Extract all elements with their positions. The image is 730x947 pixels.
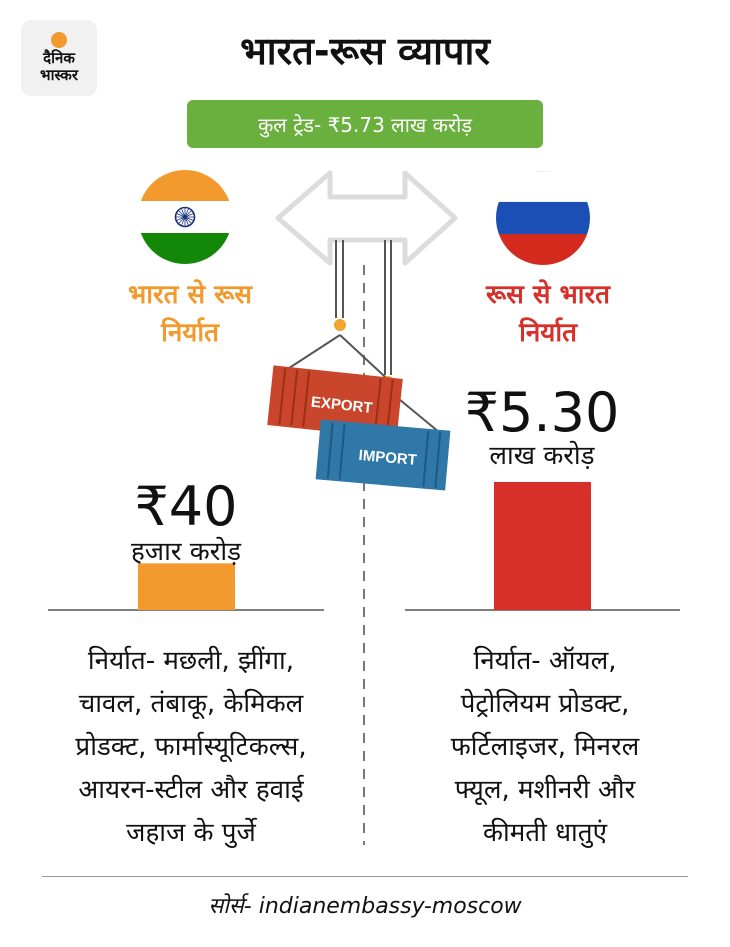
russia-value: ₹5.30 (464, 381, 620, 444)
trade-arrow-icon (275, 170, 458, 266)
footer-divider (42, 876, 688, 877)
import-label: IMPORT (358, 447, 418, 469)
russia-export-label: रूस से भारत निर्यात (448, 276, 648, 352)
india-unit: हजार करोड़ (131, 537, 241, 567)
export-container-icon: EXPORT (267, 365, 403, 439)
india-desc-line: आयरन-स्टील और हवाई (78, 775, 304, 805)
russia-desc-line: कीमती धातुएं (483, 818, 607, 848)
russia-unit: लाख करोड़ (489, 441, 595, 471)
india-export-label: भारत से रूस निर्यात (90, 276, 290, 352)
india-desc-line: निर्यात- मछली, झींगा, (87, 646, 295, 676)
russia-label-line-2: निर्यात (519, 318, 577, 348)
india-desc-line: जहाज के पुर्जे (126, 818, 256, 848)
russia-desc-line: पेट्रोलियम प्रोडक्ट, (460, 689, 630, 719)
chart-title: भारत-रूस व्यापार (240, 29, 490, 73)
source-credit: सोर्स- indianembassy-moscow (208, 894, 522, 919)
bar-india-export (138, 563, 235, 610)
total-trade-badge: कुल ट्रेड- ₹5.73 लाख करोड़ (187, 100, 543, 148)
logo-sun-icon (51, 32, 67, 48)
logo-line-2: भास्कर (40, 66, 78, 84)
russia-label-line-1: रूस से भारत (486, 280, 610, 310)
dainik-bhaskar-logo: दैनिक भास्कर (21, 20, 97, 96)
bar-russia-export (494, 482, 591, 610)
logo-line-1: दैनिक (43, 49, 75, 67)
india-desc-line: प्रोडक्ट, फार्मास्यूटिकल्स, (75, 732, 307, 762)
russia-desc-line: फ्यूल, मशीनरी और (454, 775, 636, 805)
india-label-line-1: भारत से रूस (128, 280, 252, 310)
india-export-description: निर्यात- मछली, झींगा, चावल, तंबाकू, केमि… (36, 640, 346, 855)
russia-export-description: निर्यात- ऑयल, पेट्रोलियम प्रोडक्ट, फर्टि… (395, 640, 695, 855)
india-value: ₹40 (134, 475, 238, 538)
russia-desc-line: निर्यात- ऑयल, (473, 646, 617, 676)
export-label: EXPORT (310, 394, 373, 417)
import-container-icon: IMPORT (315, 419, 451, 491)
india-desc-line: चावल, तंबाकू, केमिकल (78, 689, 304, 719)
india-label-line-2: निर्यात (161, 318, 219, 348)
india-flag-icon (138, 170, 232, 264)
russia-desc-line: फर्टिलाइजर, मिनरल (450, 732, 640, 762)
